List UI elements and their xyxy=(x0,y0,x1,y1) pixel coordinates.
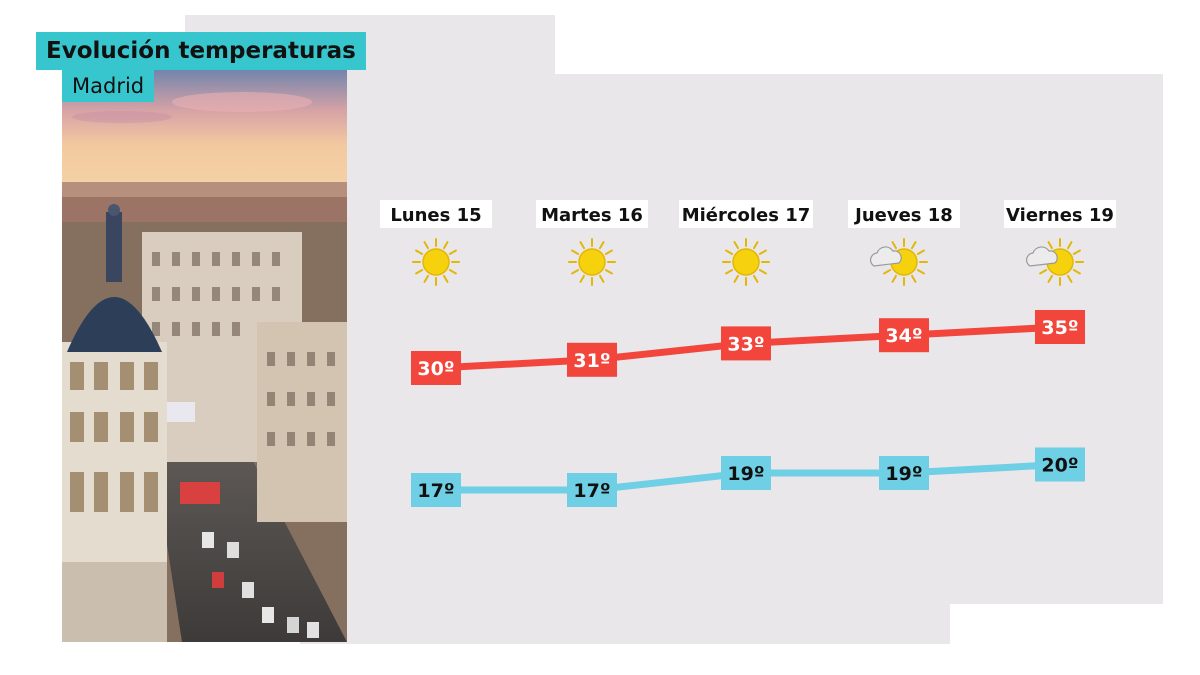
sun-ray xyxy=(1039,269,1048,275)
sun-ray xyxy=(599,241,605,250)
chart-subtitle: Madrid xyxy=(62,70,155,102)
value-box xyxy=(721,456,771,490)
value-label: 17º xyxy=(417,480,454,502)
sun-ray xyxy=(443,274,449,283)
day-label-text: Jueves 18 xyxy=(853,205,953,226)
sun-ray xyxy=(758,249,767,255)
min-temperature-point: 20º xyxy=(1035,447,1085,482)
sun-ray xyxy=(579,241,585,250)
sun-ray xyxy=(415,249,424,255)
sun-ray xyxy=(579,274,585,283)
min-temperature-point: 17º xyxy=(411,473,461,507)
sun-ray xyxy=(891,241,897,250)
value-box xyxy=(567,473,617,507)
sun-ray xyxy=(571,249,580,255)
sun-icon xyxy=(412,238,460,286)
sun-ray xyxy=(423,241,429,250)
sun-ray xyxy=(883,269,892,275)
sun-ray xyxy=(448,249,457,255)
sun-ray xyxy=(725,269,734,275)
sun-ray xyxy=(1047,274,1053,283)
min-temperature-point: 19º xyxy=(721,456,771,490)
value-label: 19º xyxy=(727,463,764,485)
sun-ray xyxy=(423,274,429,283)
sun-ray xyxy=(911,274,917,283)
sun-ray xyxy=(911,241,917,250)
value-label: 34º xyxy=(885,325,922,347)
max-temperature-point: 34º xyxy=(879,318,929,353)
day-label-box xyxy=(1004,200,1116,228)
sun-cloud-icon xyxy=(1025,238,1084,286)
day-label-text: Viernes 19 xyxy=(1006,205,1114,226)
cloud-shape xyxy=(1025,246,1058,267)
value-box xyxy=(879,456,929,490)
value-label: 19º xyxy=(885,463,922,485)
day-label-text: Miércoles 17 xyxy=(682,205,811,226)
day-label: Martes 16 xyxy=(536,200,648,228)
sun-ray xyxy=(916,249,925,255)
sun-ray xyxy=(1047,241,1053,250)
sun-ray xyxy=(443,241,449,250)
value-box xyxy=(411,351,461,385)
sun-ray xyxy=(1067,241,1073,250)
min-temperature-point: 19º xyxy=(879,456,929,490)
sun-ray xyxy=(604,249,613,255)
value-label: 33º xyxy=(727,333,764,355)
sun-disc xyxy=(578,248,606,276)
sun-disc xyxy=(732,248,760,276)
sun-ray xyxy=(753,274,759,283)
max-temperature-point: 31º xyxy=(567,342,617,377)
day-label: Jueves 18 xyxy=(848,200,960,228)
value-label: 35º xyxy=(1041,317,1078,339)
sun-ray xyxy=(599,274,605,283)
sun-ray xyxy=(1072,249,1081,255)
sun-ray xyxy=(1067,274,1073,283)
value-label: 20º xyxy=(1041,455,1078,477)
sun-ray xyxy=(733,274,739,283)
day-label-box xyxy=(848,200,960,228)
day-label-box xyxy=(380,200,492,228)
cloud-shape xyxy=(869,246,902,267)
value-label: 17º xyxy=(573,480,610,502)
sun-ray xyxy=(1072,269,1081,275)
sun-icon xyxy=(722,238,770,286)
sun-ray xyxy=(725,249,734,255)
city-photo xyxy=(62,62,347,642)
max-temperature-point: 30º xyxy=(411,351,461,385)
value-label: 31º xyxy=(573,350,610,372)
value-box xyxy=(1035,310,1085,344)
value-box xyxy=(1035,447,1085,482)
min-temperature-point: 17º xyxy=(567,473,617,507)
background-panel-bottom xyxy=(300,600,950,644)
sun-ray xyxy=(604,269,613,275)
value-box xyxy=(567,342,617,377)
day-label-text: Lunes 15 xyxy=(390,205,481,226)
day-label: Viernes 19 xyxy=(1004,200,1116,228)
sun-ray xyxy=(571,269,580,275)
sun-ray xyxy=(733,241,739,250)
sun-ray xyxy=(415,269,424,275)
day-label-text: Martes 16 xyxy=(541,205,643,226)
sun-ray xyxy=(916,269,925,275)
max-temperature-point: 35º xyxy=(1035,310,1085,344)
sun-icon xyxy=(568,238,616,286)
sun-ray xyxy=(753,241,759,250)
max-temperature-point: 33º xyxy=(721,326,771,361)
chart-title: Evolución temperaturas xyxy=(36,32,366,70)
day-label-box xyxy=(679,200,813,228)
day-label: Lunes 15 xyxy=(380,200,492,228)
sun-cloud-icon xyxy=(869,238,928,286)
sun-ray xyxy=(448,269,457,275)
sun-ray xyxy=(891,274,897,283)
value-box xyxy=(879,318,929,353)
value-box xyxy=(411,473,461,507)
value-box xyxy=(721,326,771,361)
value-label: 30º xyxy=(417,358,454,380)
day-label-box xyxy=(536,200,648,228)
sun-ray xyxy=(758,269,767,275)
day-label: Miércoles 17 xyxy=(679,200,813,228)
sun-disc xyxy=(422,248,450,276)
